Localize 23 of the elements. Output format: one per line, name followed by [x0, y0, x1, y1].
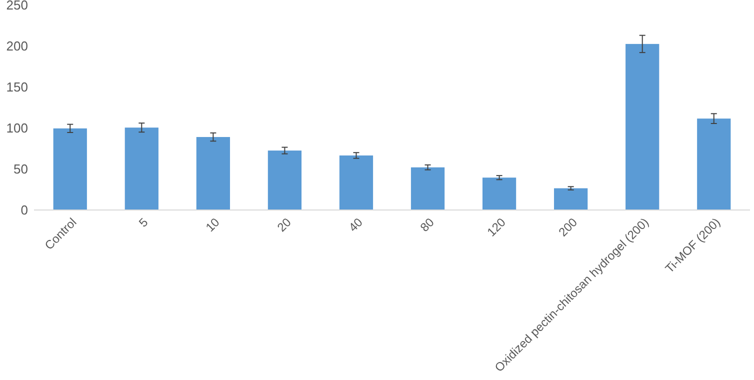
- x-tick-label: 40: [346, 214, 366, 235]
- bar: [53, 128, 87, 210]
- y-tick-label: 150: [6, 80, 28, 95]
- y-tick-label: 250: [6, 0, 28, 13]
- bar: [482, 178, 516, 210]
- bar: [554, 188, 588, 210]
- x-tick-label: 5: [136, 214, 151, 230]
- bar: [124, 128, 158, 210]
- bar: [410, 167, 445, 210]
- x-tick-label: 120: [484, 214, 509, 240]
- y-tick-label: 50: [14, 162, 28, 177]
- y-tick-label: 100: [6, 120, 28, 136]
- x-tick-label: 200: [556, 214, 580, 240]
- y-tick-label: 200: [6, 38, 28, 54]
- y-tick-label: 0: [20, 202, 28, 218]
- bar: [196, 137, 230, 210]
- bar: [339, 155, 374, 210]
- bar: [697, 118, 731, 210]
- x-tick-label: 80: [418, 214, 438, 235]
- bar: [268, 150, 302, 210]
- bar: [626, 44, 660, 210]
- x-tick-label: 20: [274, 214, 294, 235]
- x-tick-label: 10: [202, 214, 222, 235]
